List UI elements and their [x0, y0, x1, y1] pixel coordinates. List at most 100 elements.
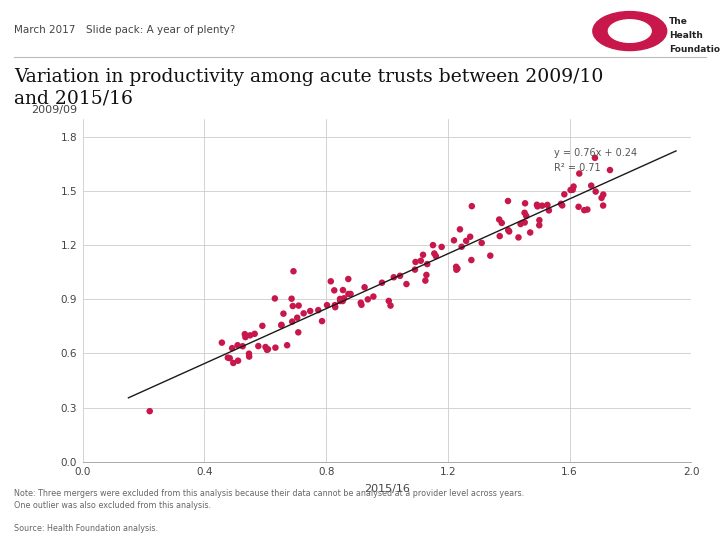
- Point: [286, 294, 297, 303]
- Text: The: The: [669, 17, 688, 26]
- Point: [536, 201, 548, 210]
- Point: [329, 301, 341, 309]
- Point: [456, 242, 467, 251]
- Point: [243, 349, 255, 358]
- Point: [585, 181, 597, 190]
- Point: [262, 345, 274, 354]
- Point: [466, 256, 477, 265]
- Point: [515, 220, 526, 228]
- Point: [493, 215, 505, 224]
- Point: [312, 306, 324, 314]
- Point: [568, 182, 580, 191]
- Point: [574, 169, 585, 178]
- Point: [428, 249, 440, 258]
- Point: [503, 226, 514, 234]
- Point: [410, 258, 421, 266]
- Point: [292, 328, 304, 336]
- Text: Source: Health Foundation analysis.: Source: Health Foundation analysis.: [14, 524, 158, 533]
- Point: [226, 344, 238, 353]
- Circle shape: [608, 20, 651, 42]
- Point: [595, 193, 607, 202]
- Point: [276, 321, 287, 329]
- Point: [316, 317, 328, 326]
- Point: [282, 341, 293, 349]
- Point: [362, 295, 374, 303]
- Text: 2009/09: 2009/09: [31, 105, 77, 116]
- Point: [436, 242, 447, 251]
- Point: [305, 307, 316, 315]
- X-axis label: 2015/16: 2015/16: [364, 484, 410, 494]
- Point: [451, 265, 462, 274]
- Point: [240, 333, 251, 341]
- Point: [460, 237, 472, 245]
- Point: [224, 354, 235, 362]
- Point: [451, 262, 462, 271]
- Point: [243, 352, 255, 361]
- Point: [598, 201, 609, 210]
- Point: [420, 276, 431, 285]
- Point: [519, 199, 531, 207]
- Point: [237, 342, 248, 350]
- Text: y = 0.76x + 0.24
R² = 0.71: y = 0.76x + 0.24 R² = 0.71: [554, 148, 637, 173]
- Point: [564, 186, 576, 194]
- Point: [144, 407, 156, 415]
- Point: [249, 329, 261, 338]
- Point: [503, 227, 515, 236]
- Point: [582, 205, 593, 214]
- Point: [430, 252, 441, 260]
- Point: [604, 166, 616, 174]
- Point: [415, 256, 426, 265]
- Text: Foundation: Foundation: [669, 45, 720, 55]
- Point: [328, 286, 340, 295]
- Point: [543, 206, 554, 215]
- Point: [427, 241, 438, 249]
- Point: [503, 197, 514, 205]
- Point: [567, 185, 578, 194]
- Point: [222, 353, 233, 362]
- Point: [534, 221, 545, 230]
- Point: [383, 296, 395, 305]
- Point: [338, 294, 350, 302]
- Point: [485, 251, 496, 260]
- Point: [253, 342, 264, 350]
- Point: [555, 199, 567, 208]
- Point: [232, 341, 243, 349]
- Point: [292, 313, 303, 322]
- Point: [359, 283, 370, 292]
- Point: [334, 296, 346, 305]
- Point: [334, 295, 346, 303]
- Point: [524, 228, 536, 237]
- Text: Health: Health: [669, 31, 703, 40]
- Point: [531, 200, 543, 209]
- Point: [278, 309, 289, 318]
- Text: Variation in productivity among acute trusts between 2009/10: Variation in productivity among acute tr…: [14, 68, 604, 85]
- Point: [418, 251, 429, 259]
- Point: [355, 299, 366, 307]
- Point: [519, 208, 531, 217]
- Point: [541, 200, 553, 209]
- Point: [590, 187, 601, 196]
- Point: [276, 321, 287, 329]
- Text: and 2015/16: and 2015/16: [14, 89, 133, 107]
- Point: [449, 236, 460, 245]
- Point: [270, 343, 282, 352]
- Point: [321, 301, 333, 309]
- Point: [337, 296, 348, 305]
- Point: [557, 201, 568, 210]
- Point: [288, 267, 300, 275]
- Point: [298, 309, 310, 318]
- Point: [261, 346, 273, 354]
- Point: [476, 239, 487, 247]
- Point: [337, 286, 348, 294]
- Point: [256, 321, 268, 330]
- Point: [330, 303, 341, 312]
- Point: [343, 275, 354, 284]
- Point: [228, 359, 239, 367]
- Point: [421, 260, 433, 268]
- Point: [532, 202, 544, 211]
- Point: [384, 301, 396, 310]
- Point: [239, 330, 251, 339]
- Point: [573, 202, 585, 211]
- Point: [521, 212, 532, 220]
- Point: [534, 216, 545, 225]
